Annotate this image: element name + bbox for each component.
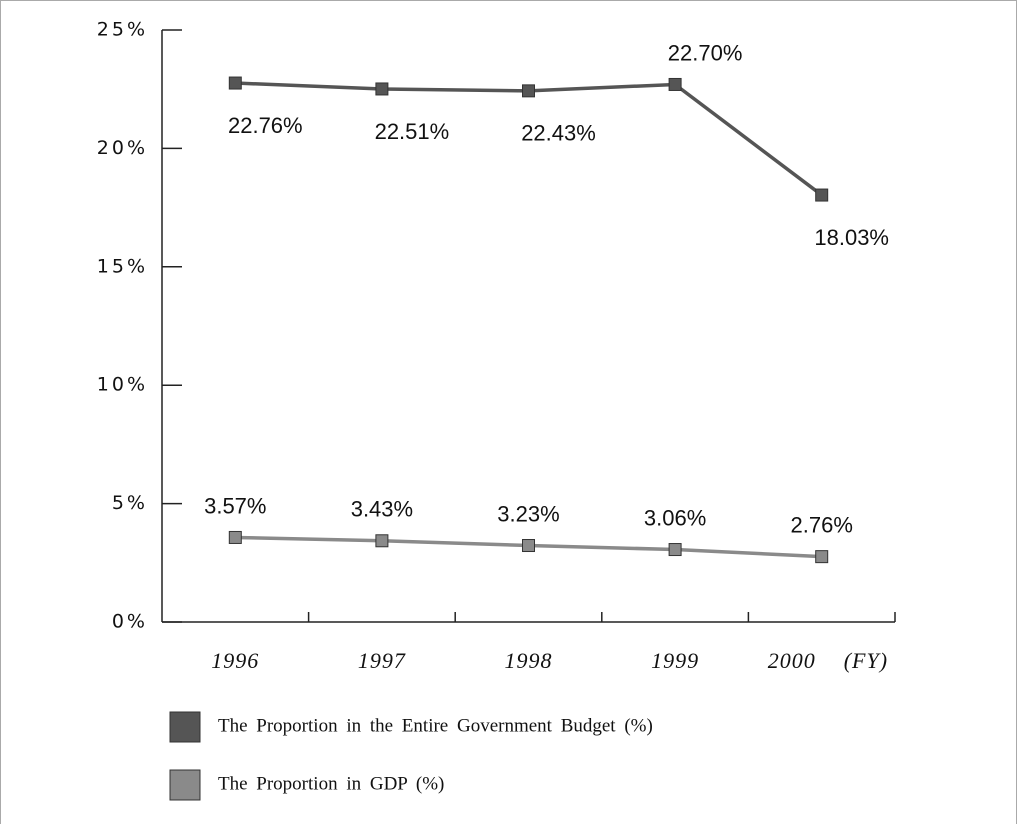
data-label: 3.23%: [497, 501, 559, 526]
data-label: 22.51%: [375, 119, 450, 144]
data-label: 22.70%: [668, 40, 743, 65]
x-tick-label: 1996: [211, 648, 259, 673]
marker: [375, 82, 389, 96]
y-tick-label: 25%: [97, 19, 148, 41]
marker: [228, 530, 242, 544]
x-axis-label: (FY): [844, 648, 888, 673]
legend-label: The Proportion in GDP (%): [218, 773, 444, 794]
legend-label: The Proportion in the Entire Government …: [218, 715, 653, 736]
legend-swatch: [169, 769, 201, 801]
y-tick-label: 10%: [97, 374, 148, 396]
x-tick-label: 1998: [505, 648, 553, 673]
y-tick-label: 0%: [112, 611, 148, 633]
marker: [228, 76, 242, 90]
y-tick-label: 20%: [97, 137, 148, 159]
data-label: 3.57%: [204, 493, 266, 518]
x-tick-label: 1997: [358, 648, 406, 673]
data-label: 2.76%: [791, 512, 853, 537]
marker: [668, 77, 682, 91]
data-label: 22.76%: [228, 113, 303, 138]
x-tick-label: 2000: [768, 648, 816, 673]
y-tick-label: 15%: [97, 255, 148, 277]
y-tick-label: 5%: [112, 492, 148, 514]
marker: [375, 534, 389, 548]
marker: [522, 84, 535, 98]
marker: [815, 550, 829, 564]
marker: [815, 188, 829, 202]
x-tick-label: 1999: [651, 648, 699, 673]
data-label: 3.43%: [351, 497, 413, 522]
marker: [522, 539, 535, 553]
marker: [668, 543, 682, 557]
legend-swatch: [169, 711, 201, 743]
data-label: 18.03%: [814, 225, 889, 250]
data-label: 22.43%: [521, 121, 596, 146]
data-label: 3.06%: [644, 505, 706, 530]
